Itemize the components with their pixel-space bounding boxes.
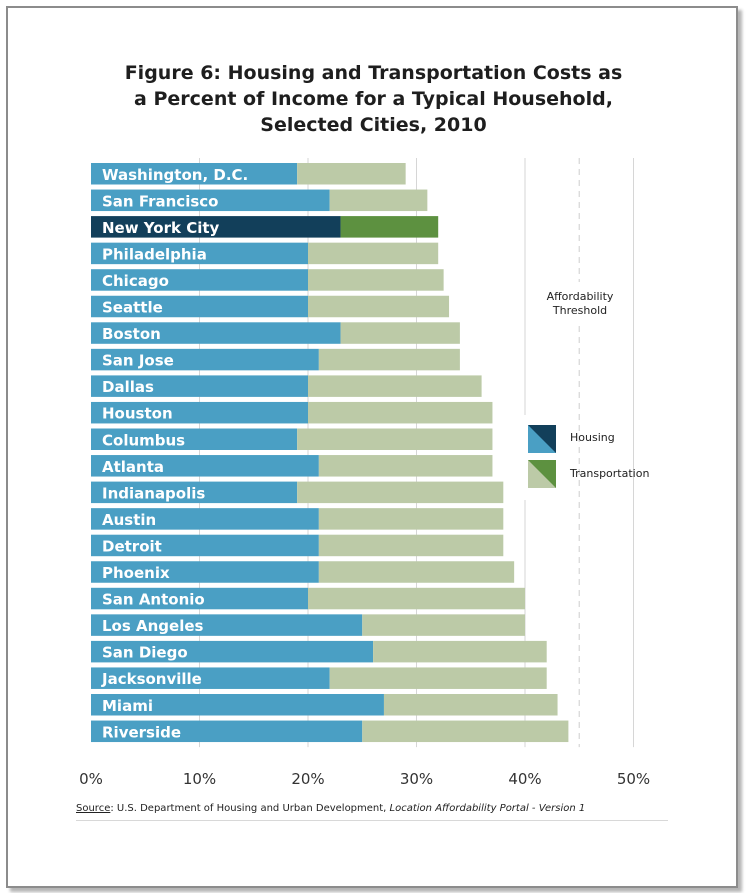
threshold-label-line-1: Affordability: [546, 290, 614, 303]
bar-housing-los-angeles: [91, 614, 363, 636]
bar-transportation-atlanta: [318, 455, 493, 477]
bar-transportation-los-angeles: [362, 614, 525, 636]
bar-housing-seattle: [91, 295, 308, 318]
threshold-label: Affordability Threshold: [540, 290, 620, 318]
chart-title-line-1: Figure 6: Housing and Transportation Cos…: [124, 62, 623, 84]
category-label-detroit: Detroit: [102, 537, 162, 555]
category-label-miami: Miami: [102, 697, 153, 715]
bar-transportation-philadelphia: [308, 242, 439, 265]
x-tick-label-20: 20%: [291, 770, 324, 788]
bar-housing-columbus: [91, 428, 298, 450]
category-label-houston: Houston: [102, 405, 173, 423]
x-tick-label-30: 30%: [400, 770, 433, 788]
bar-transportation-dallas: [308, 375, 482, 397]
bar-transportation-san-francisco: [329, 189, 428, 212]
bar-transportation-san-jose: [318, 348, 460, 371]
bar-housing-new-york-city: [91, 216, 341, 238]
category-label-columbus: Columbus: [102, 431, 185, 449]
bar-housing-san-diego: [91, 640, 374, 663]
bar-housing-philadelphia: [91, 242, 308, 265]
bar-housing-san-jose: [91, 348, 319, 371]
bar-transportation-seattle: [308, 295, 450, 318]
bar-housing-phoenix: [91, 561, 319, 583]
category-label-indianapolis: Indianapolis: [102, 484, 205, 502]
legend-swatch-housing-dark: [528, 425, 556, 453]
bar-transportation-san-diego: [373, 640, 547, 663]
bar-housing-dallas: [91, 375, 308, 397]
bar-transportation-columbus: [297, 428, 493, 450]
bar-housing-washington-d-c: [91, 163, 298, 185]
category-label-washington-d-c: Washington, D.C.: [102, 166, 248, 184]
bar-housing-houston: [91, 401, 308, 424]
legend-label-transportation: Transportation: [570, 467, 650, 480]
category-label-dallas: Dallas: [102, 378, 154, 396]
source-text: : U.S. Department of Housing and Urban D…: [110, 803, 390, 814]
category-label-jacksonville: Jacksonville: [101, 670, 202, 688]
bar-transportation-houston: [308, 401, 493, 424]
bar-housing-atlanta: [91, 455, 319, 477]
bar-housing-san-francisco: [91, 189, 330, 212]
bar-transportation-riverside: [362, 720, 569, 743]
category-label-san-antonio: San Antonio: [102, 591, 205, 609]
category-label-riverside: Riverside: [102, 723, 181, 741]
bar-transportation-new-york-city: [340, 216, 439, 238]
bar-transportation-austin: [318, 508, 504, 530]
category-label-san-diego: San Diego: [102, 644, 188, 662]
x-tick-label-0: 0%: [79, 770, 103, 788]
bar-housing-riverside: [91, 720, 363, 743]
x-tick-label-40: 40%: [508, 770, 541, 788]
source-italic: Location Affordability Portal - Version …: [389, 803, 586, 814]
bar-transportation-washington-d-c: [297, 163, 406, 185]
bar-transportation-san-antonio: [308, 587, 525, 610]
category-label-phoenix: Phoenix: [102, 564, 170, 582]
category-label-boston: Boston: [102, 325, 161, 343]
bar-housing-chicago: [91, 269, 308, 291]
category-label-los-angeles: Los Angeles: [102, 617, 204, 635]
category-label-philadelphia: Philadelphia: [102, 245, 207, 263]
bar-transportation-phoenix: [318, 561, 515, 583]
category-label-seattle: Seattle: [102, 299, 163, 317]
x-tick-label-10: 10%: [183, 770, 216, 788]
bar-housing-boston: [91, 322, 341, 344]
bar-transportation-detroit: [318, 534, 504, 557]
bar-transportation-miami: [383, 694, 558, 716]
legend-swatch-transportation-dark: [528, 460, 556, 488]
bar-housing-detroit: [91, 534, 319, 557]
chart-title-line-3: Selected Cities, 2010: [260, 114, 487, 136]
category-label-new-york-city: New York City: [102, 219, 220, 237]
source-divider: [76, 820, 668, 821]
bar-transportation-chicago: [308, 269, 444, 291]
category-label-san-francisco: San Francisco: [102, 192, 218, 210]
chart-title-line-2: a Percent of Income for a Typical Househ…: [134, 88, 613, 110]
category-label-austin: Austin: [102, 511, 156, 529]
category-label-atlanta: Atlanta: [102, 458, 164, 476]
x-tick-label-50: 50%: [617, 770, 650, 788]
category-label-san-jose: San Jose: [102, 352, 174, 370]
bar-housing-san-antonio: [91, 587, 308, 610]
bar-housing-austin: [91, 508, 319, 530]
bar-housing-jacksonville: [91, 667, 330, 689]
bar-transportation-indianapolis: [297, 481, 504, 504]
category-label-chicago: Chicago: [102, 272, 169, 290]
bar-housing-indianapolis: [91, 481, 298, 504]
threshold-label-line-2: Threshold: [552, 304, 608, 317]
bar-transportation-jacksonville: [329, 667, 547, 689]
legend-label-housing: Housing: [570, 431, 615, 444]
chart-title: Figure 6: Housing and Transportation Cos…: [0, 60, 747, 138]
bar-transportation-boston: [340, 322, 460, 344]
bar-housing-miami: [91, 694, 384, 716]
source-label: Source: [76, 803, 111, 814]
source-note: Source: U.S. Department of Housing and U…: [76, 803, 585, 814]
